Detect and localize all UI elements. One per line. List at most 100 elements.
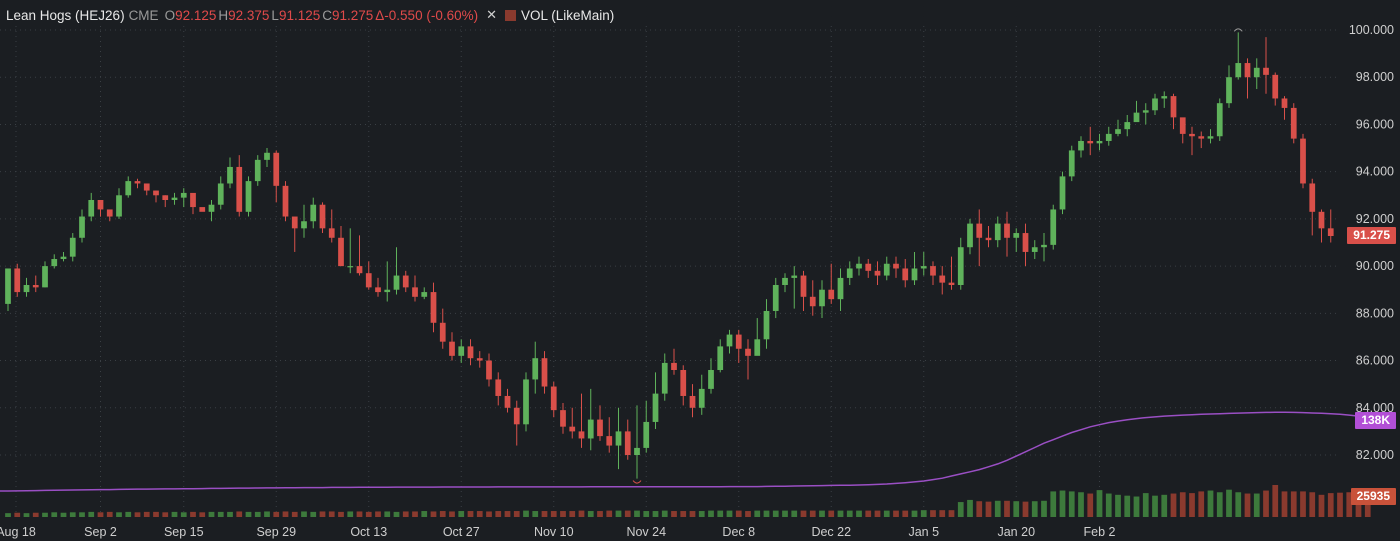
volume-bar: [1189, 493, 1195, 517]
candle-body: [310, 204, 317, 222]
candle-body: [384, 289, 391, 293]
volume-bar: [79, 512, 85, 517]
candle-body: [1290, 107, 1297, 139]
volume-bar: [32, 512, 39, 517]
close-x-icon[interactable]: ✕: [486, 7, 497, 22]
volume-bar: [523, 510, 529, 517]
volume-bar: [1272, 485, 1279, 517]
candle-body: [162, 195, 169, 200]
candle-body: [615, 431, 622, 446]
volume-bar: [560, 511, 566, 517]
candle-body: [42, 266, 48, 288]
volume-bar: [23, 513, 30, 517]
volume-ma-line: [0, 411, 1387, 492]
volume-bar: [1013, 501, 1020, 517]
volume-bar: [735, 510, 742, 517]
candle-body: [14, 268, 21, 293]
candle-body: [375, 287, 381, 293]
x-tick-label: Sep 2: [84, 525, 117, 539]
y-tick-label: 84.000: [1356, 401, 1394, 415]
volume-bar: [837, 510, 844, 517]
high-marker: [1233, 28, 1243, 32]
volume-bar: [1244, 493, 1251, 517]
volume-bar: [1327, 493, 1334, 517]
candle-body: [1152, 98, 1158, 111]
volume-bar: [597, 511, 603, 517]
volume-bar: [1179, 492, 1186, 517]
low-value: 91.125: [278, 7, 321, 23]
volume-bar: [828, 510, 835, 517]
volume-bar: [1087, 493, 1094, 517]
volume-tag: 25935: [1350, 488, 1396, 505]
close-value: 91.275: [331, 7, 374, 23]
candle-body: [504, 395, 511, 408]
volume-bar: [1078, 492, 1084, 517]
volume-bar: [402, 511, 409, 517]
candle-body: [1226, 77, 1232, 104]
volume-indicator-name[interactable]: VOL (LikeMain): [521, 7, 615, 23]
candle-body: [754, 339, 761, 356]
candle-body: [1161, 96, 1168, 99]
y-axis-ticks: 100.000 98.000 96.000 94.000 92.000 90.000 88.…: [1349, 23, 1394, 462]
x-tick-label: Sep 29: [256, 525, 296, 539]
volume-bar: [1133, 496, 1140, 517]
candle-body: [587, 419, 594, 439]
y-tick-label: 92.000: [1356, 212, 1394, 226]
volume-bar: [819, 510, 825, 517]
candle-body: [782, 277, 788, 285]
candle-body: [1327, 228, 1334, 237]
candle-body: [421, 292, 428, 297]
candle-body: [32, 285, 39, 288]
candle-body: [1059, 176, 1066, 210]
volume-bar: [301, 511, 307, 517]
volume-bar: [652, 511, 659, 517]
candle-body: [560, 410, 566, 427]
symbol-name[interactable]: Lean Hogs (HEJ26): [6, 7, 125, 23]
candle-body: [1133, 112, 1140, 123]
candle-body: [1124, 122, 1131, 130]
candle-body: [976, 223, 983, 238]
close-label: C: [322, 7, 332, 23]
candle-body: [5, 268, 11, 304]
last-price-tag: 91.275: [1347, 227, 1396, 244]
candle-body: [134, 181, 141, 184]
y-tick-label: 86.000: [1356, 354, 1394, 368]
candle-body: [809, 296, 816, 307]
candle-body: [301, 221, 307, 229]
volume-bar: [541, 511, 548, 517]
candle-body: [606, 436, 613, 446]
candle-body: [1096, 140, 1103, 144]
volume-bar: [513, 511, 520, 517]
x-tick-label: Oct 13: [350, 525, 387, 539]
candle-body: [125, 181, 132, 196]
candle-body: [236, 166, 243, 212]
candle-body: [680, 370, 687, 396]
volume-ma-tag: 138K: [1355, 412, 1396, 429]
candle-body: [273, 152, 280, 186]
volume-bar: [967, 499, 973, 517]
candle-body: [486, 360, 492, 380]
candle-body: [180, 192, 187, 198]
candle-body: [948, 282, 955, 285]
volume-bar: [1216, 492, 1223, 517]
candle-body: [1216, 103, 1223, 137]
volume-bar: [717, 510, 724, 517]
candle-body: [634, 447, 640, 455]
candles: [5, 28, 1334, 484]
candle-body: [661, 362, 668, 394]
candle-body: [1300, 138, 1306, 184]
candle-body: [282, 185, 289, 217]
volume-bar: [365, 511, 372, 517]
volume-bar: [902, 510, 909, 517]
y-tick-label: 94.000: [1356, 165, 1394, 179]
volume-bar: [643, 511, 650, 517]
volume-bar: [698, 511, 705, 517]
x-tick-label: Aug 18: [0, 525, 36, 539]
candle-body: [985, 237, 992, 241]
volume-bar: [42, 512, 48, 517]
candle-body: [60, 256, 67, 260]
candle-body: [513, 407, 520, 425]
candle-body: [347, 266, 354, 268]
